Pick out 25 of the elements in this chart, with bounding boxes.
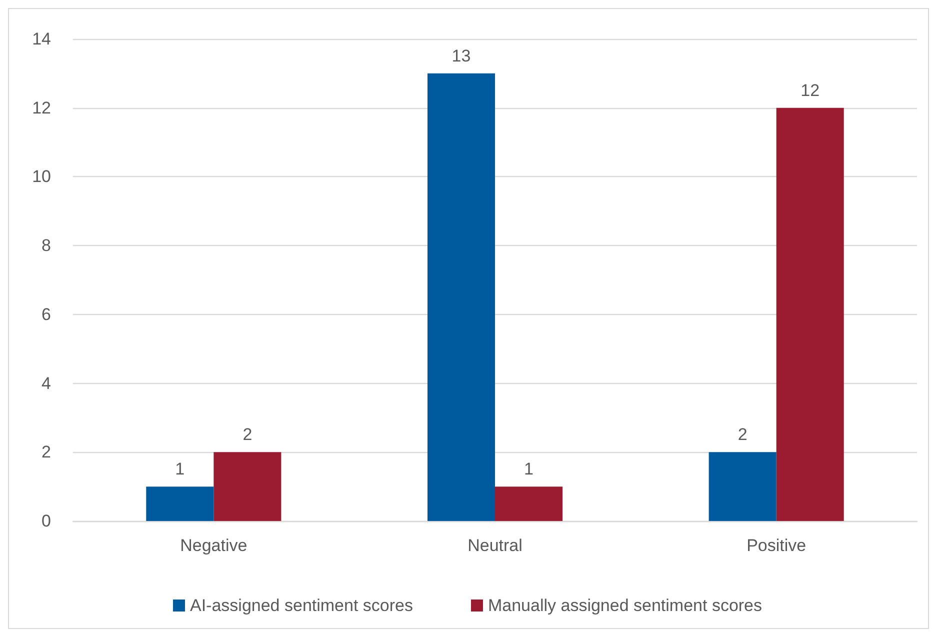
x-tick-label: Positive [746, 536, 806, 555]
data-label: 12 [800, 80, 820, 100]
data-label: 1 [175, 460, 185, 479]
bar [708, 452, 776, 521]
data-label: 1 [524, 460, 534, 479]
y-tick-label: 14 [32, 30, 51, 48]
x-tick-label: Negative [180, 536, 248, 555]
y-tick-label: 8 [42, 236, 51, 256]
x-tick-label: Neutral [468, 536, 522, 555]
y-tick-label: 10 [32, 167, 51, 186]
y-tick-label: 12 [32, 98, 51, 118]
bar [427, 73, 495, 521]
bar [214, 452, 282, 521]
data-label: 2 [242, 425, 252, 444]
data-label: 2 [738, 425, 748, 444]
data-label: 13 [452, 46, 471, 66]
legend-label: Manually assigned sentiment scores [488, 596, 762, 615]
bar [776, 108, 844, 521]
bar [495, 486, 563, 521]
y-tick-label: 4 [42, 374, 51, 393]
y-tick-label: 6 [42, 304, 51, 324]
legend-label: AI-assigned sentiment scores [190, 596, 413, 615]
y-tick-label: 0 [42, 512, 51, 530]
bar [146, 486, 214, 521]
y-tick-label: 2 [42, 442, 51, 462]
